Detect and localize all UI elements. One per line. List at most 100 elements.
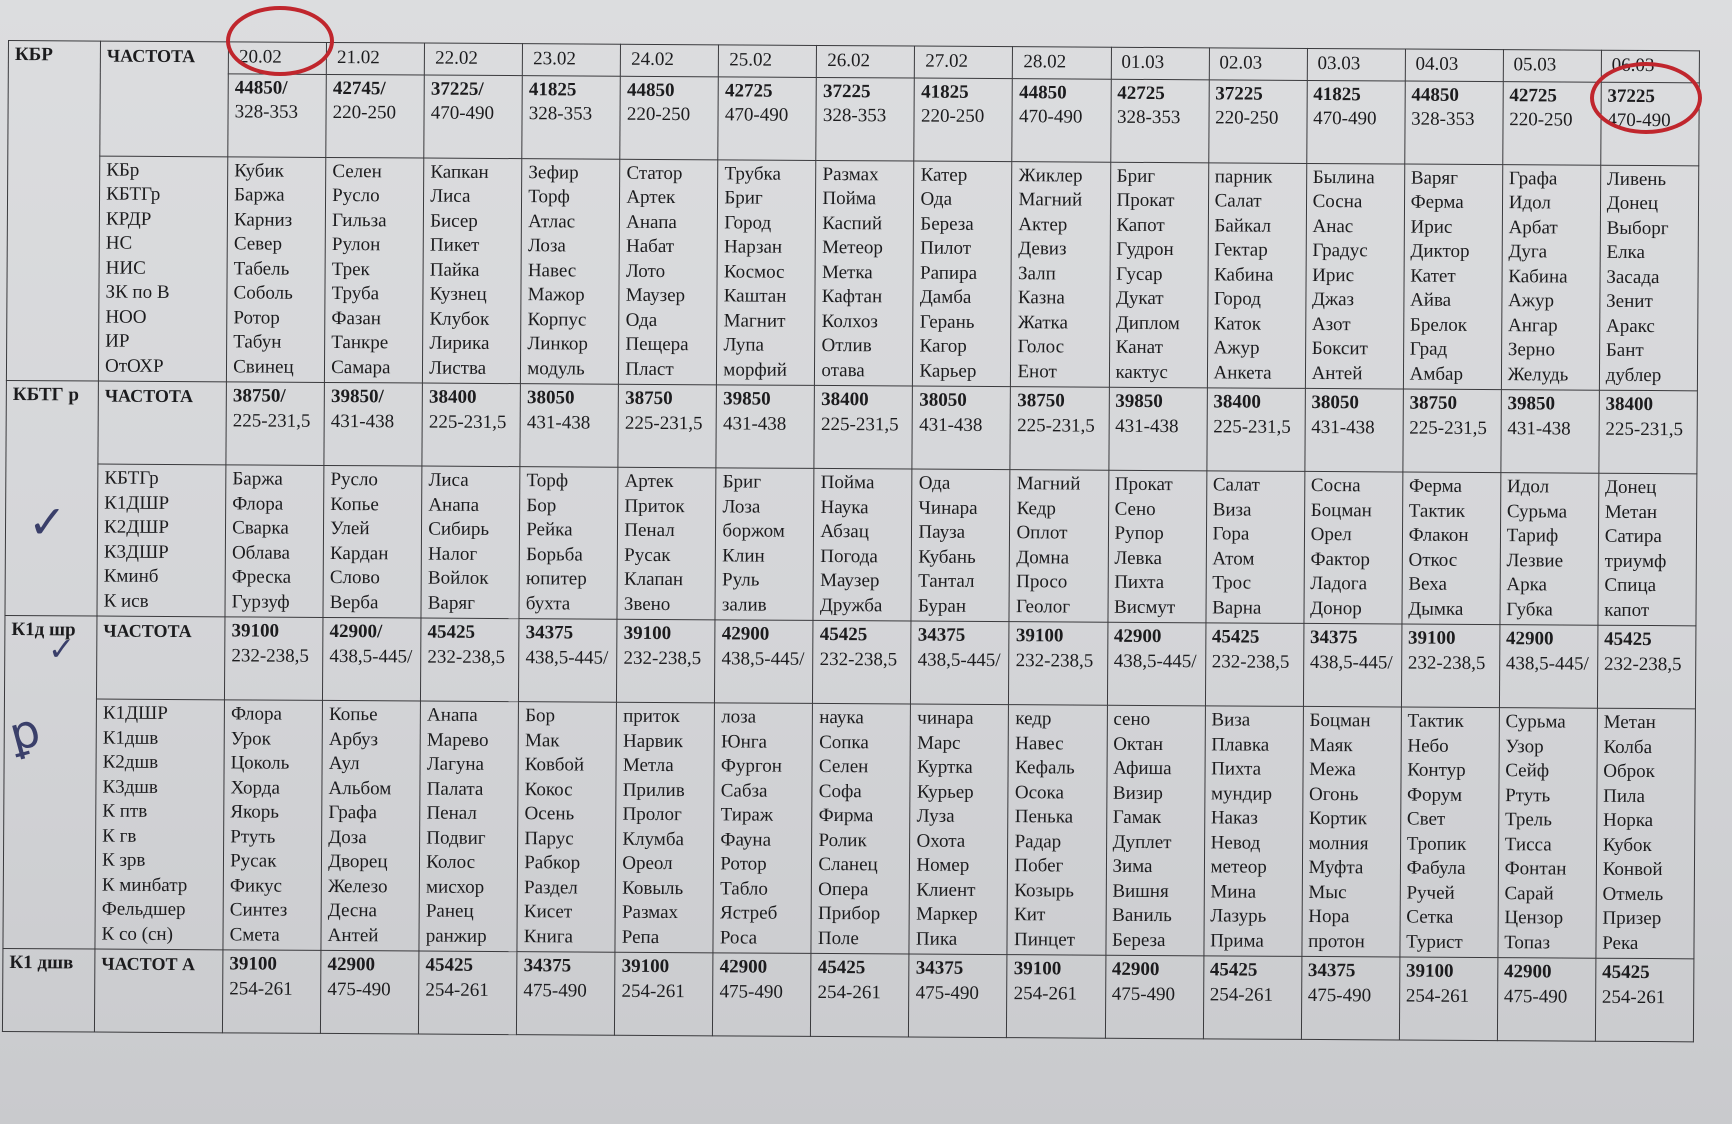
frequency-range: 431-438 [1507, 417, 1571, 440]
callsign: Лирика [429, 332, 490, 354]
frequency-cell: 42900 438,5-445/ [714, 619, 814, 704]
callsign: Копье [330, 493, 379, 515]
callsign: Соболь [233, 282, 293, 304]
callsign: Ротор [720, 853, 767, 875]
callsign: Сосна [1312, 190, 1363, 213]
frequency-cell: 37225/470-490 [423, 74, 523, 159]
callsign: Сопка [819, 731, 869, 753]
callsign: ранжир [425, 925, 487, 947]
callsign: Метеор [822, 236, 884, 259]
callsign: Русло [332, 184, 380, 207]
callsign: Бор [526, 494, 557, 516]
frequency-range: 328-353 [1117, 106, 1181, 129]
callsign: Артек [626, 186, 676, 209]
callsign: Сланец [818, 853, 878, 876]
callsign: Погода [820, 545, 878, 567]
frequency-range: 438,5-445/ [329, 645, 413, 667]
callsign: Небо [1407, 735, 1449, 757]
frequency-value: 38400 [1605, 393, 1654, 416]
callsign: Анапа [427, 704, 478, 726]
callsign: Налог [428, 543, 478, 565]
callsign: Висмут [1114, 596, 1176, 618]
callsign: Лоза [722, 495, 761, 518]
callsign: Флора [230, 703, 283, 725]
frequency-range: 470-490 [430, 102, 495, 124]
callsign-cell: Виза Плавка Пихта мундир Наказ Невод метеор Мин… [1203, 705, 1304, 957]
callsign: Пенал [624, 519, 675, 542]
frequency-value: 38050 [527, 387, 575, 409]
frequency-cell: 39100 254-261 [614, 952, 714, 1036]
callsign: Ода [920, 188, 953, 210]
frequency-value: 39100 [231, 620, 280, 642]
callsign-label: К3дшв [102, 776, 159, 798]
callsign: Анапа [428, 494, 480, 516]
callsign: Свет [1406, 808, 1446, 830]
callsign-label: К1ДШР [102, 702, 168, 724]
frequency-range: 225-231,5 [624, 412, 703, 434]
callsign: Селен [332, 160, 382, 182]
callsign-cell: лоза Юнга Фургон Сабза Тираж Фауна Ротор Табло Я… [713, 702, 813, 954]
frequency-value: 38050 [1311, 391, 1359, 414]
callsign: Ковбой [524, 754, 585, 776]
callsign: Ода [625, 309, 658, 331]
frequency-value: 44850 [626, 79, 675, 101]
station-label: К1 дшв [2, 948, 95, 1033]
frequency-range: 225-231,5 [1213, 415, 1291, 438]
callsign: Тактик [1408, 500, 1466, 522]
callsign: Сурьма [1505, 711, 1566, 733]
callsign: Варяг [1410, 167, 1459, 189]
frequency-cell: 42900/438,5-445/ [322, 617, 422, 702]
callsign: Жатка [1017, 311, 1069, 333]
callsign: Оплот [1016, 522, 1068, 544]
callsign: Дымка [1408, 598, 1464, 620]
callsign: Гора [1212, 523, 1250, 545]
callsign-cell: Идол Сурьма Тариф Лезвие Арка Губка [1499, 472, 1599, 626]
callsign: Трос [1212, 572, 1252, 594]
callsign: Тисса [1504, 833, 1552, 855]
callsign: Осень [524, 803, 575, 825]
frequency-range: 254-261 [621, 980, 685, 1002]
callsign: Карьер [919, 360, 977, 382]
callsign: Тантал [918, 570, 975, 592]
callsign-label: К со (сн) [101, 923, 174, 945]
callsign: Капкан [430, 161, 489, 183]
date-header: 06.03 [1601, 50, 1700, 83]
callsign: морфий [723, 358, 788, 381]
callsign: Рулон [331, 233, 381, 256]
frequency-row: КБТГ р ЧАСТОТА 38750/225-231,5 39850/431-43… [4, 380, 1698, 617]
frequency-range: 232-238,5 [1603, 653, 1682, 675]
callsign: Кардан [329, 542, 389, 564]
callsign-cell: Лиса Анапа Сибирь Налог Войлок Варяг [421, 466, 521, 619]
callsign: Колхоз [821, 310, 879, 332]
frequency-cell: 34375 438,5-445/ [1303, 623, 1402, 708]
callsign-label: КРДР [105, 208, 152, 230]
callsign: Опера [818, 878, 869, 900]
callsign-labels: КБТГр К1ДШР К2ДШР К3ДШР Кминб К исв [97, 464, 227, 617]
frequency-value: 39100 [1015, 625, 1064, 647]
callsign: Узор [1505, 735, 1544, 757]
callsign-label: К птв [102, 800, 148, 822]
callsign: Брелок [1409, 314, 1468, 336]
callsign: Фирма [818, 804, 874, 827]
callsign: Торф [528, 186, 570, 208]
frequency-cell: 42900 475-490 [712, 952, 812, 1037]
callsign: Номер [916, 854, 970, 876]
callsign: Казна [1017, 287, 1065, 309]
callsign: Зерно [1507, 339, 1556, 361]
frequency-cell: 44850/328-353 [227, 73, 327, 157]
callsign: Варна [1212, 596, 1262, 619]
date-header: 23.02 [522, 43, 621, 76]
callsign: Размах [621, 901, 679, 924]
callsign: Сосна [1310, 474, 1361, 497]
callsign: Листва [429, 357, 487, 379]
callsign: Голос [1017, 336, 1065, 358]
frequency-cell: 34375 438,5-445/ [518, 618, 618, 703]
frequency-value: 42745/ [332, 77, 386, 99]
callsign: Флора [232, 492, 284, 515]
frequency-range: 431-438 [722, 412, 787, 435]
callsign: Ваниль [1112, 904, 1172, 927]
frequency-cell: 38400 225-231,5 [1598, 390, 1698, 474]
frequency-value: 39100 [229, 953, 278, 975]
frequency-value: 37225/ [430, 78, 484, 100]
callsign: Пикет [429, 234, 480, 256]
